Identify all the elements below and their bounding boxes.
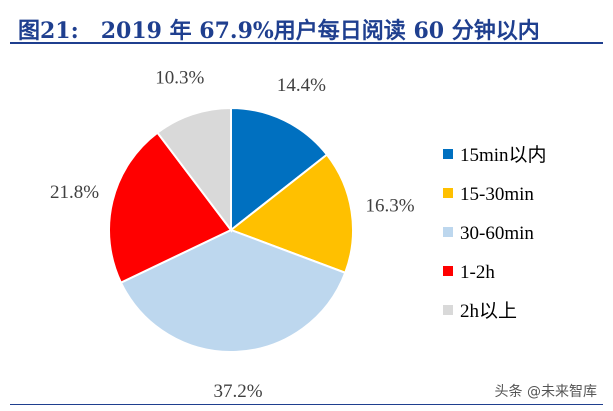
watermark-text: 头条 @未来智库 — [494, 384, 597, 400]
slice-1-2h — [108, 131, 233, 284]
figure-title: 图21: 2019 年 67.9%用户每日阅读 60 分钟以内 — [18, 13, 540, 45]
legend-label: 1-2h — [460, 262, 495, 283]
slice-15min — [230, 106, 329, 233]
legend-item: 15-30min — [443, 184, 534, 205]
pie-slice-labels: 14.4% 16.3% 37.2% 21.8% 10.3% — [50, 67, 415, 401]
chart-legend: 15min以内 15-30min 30-60min 1-2h 2h以上 — [443, 144, 547, 322]
legend-label: 2h以上 — [460, 300, 517, 322]
legend-label: 30-60min — [460, 223, 534, 244]
slice-2h-plus — [156, 106, 232, 233]
legend-item: 15min以内 — [443, 144, 547, 166]
legend-label: 15min以内 — [460, 144, 547, 166]
legend-label: 15-30min — [460, 184, 534, 205]
slice-value-label: 14.4% — [277, 75, 326, 96]
slice-value-label: 10.3% — [155, 67, 204, 88]
legend-swatch — [443, 305, 453, 315]
slice-30-60min — [119, 228, 347, 354]
legend-item: 30-60min — [443, 223, 534, 244]
pie-slices — [108, 106, 354, 354]
slice-value-label: 21.8% — [50, 182, 99, 203]
legend-swatch — [443, 188, 453, 198]
legend-item: 2h以上 — [443, 300, 517, 322]
figure-title-text: 2019 年 67.9%用户每日阅读 60 分钟以内 — [100, 18, 540, 44]
slice-15-30min — [228, 153, 354, 275]
figure-title-bar: 图21: 2019 年 67.9%用户每日阅读 60 分钟以内 — [10, 8, 603, 44]
legend-swatch — [443, 266, 453, 276]
bottom-rule — [10, 404, 603, 405]
slice-value-label: 16.3% — [366, 195, 415, 216]
legend-swatch — [443, 149, 453, 159]
slice-value-label: 37.2% — [214, 381, 263, 402]
legend-swatch — [443, 227, 453, 237]
figure-number: 图21: — [18, 18, 79, 44]
legend-item: 1-2h — [443, 262, 495, 283]
